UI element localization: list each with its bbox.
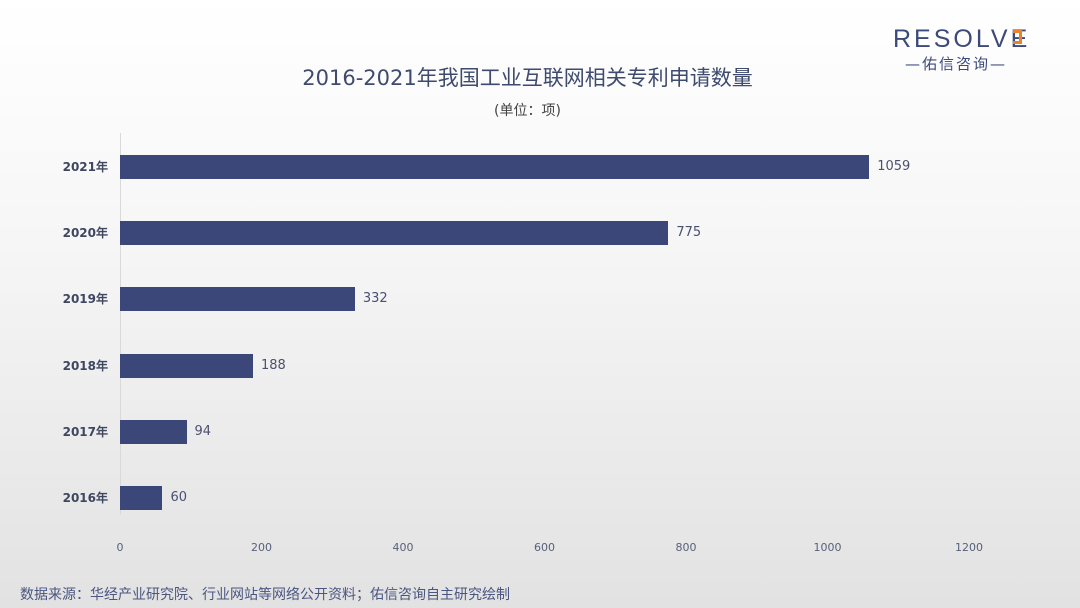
bar (120, 287, 355, 312)
x-tick-label: 200 (251, 541, 272, 554)
data-source-note: 数据来源：华经产业研究院、行业网站等网络公开资料；佑信咨询自主研究绘制 (20, 587, 510, 603)
category-label: 2021年 (62, 160, 108, 174)
data-label: 94 (194, 423, 212, 439)
data-label: 1059 (877, 159, 911, 174)
x-tick-label: 800 (675, 541, 697, 554)
bar (120, 155, 870, 179)
bar (120, 221, 669, 246)
data-label: 775 (676, 225, 702, 241)
bar (120, 353, 253, 378)
category-label: 2018年 (62, 358, 108, 373)
y-axis-line (120, 133, 121, 515)
x-tick-label: 0 (116, 541, 124, 554)
data-label: 188 (261, 357, 286, 373)
x-tick-label: 600 (534, 541, 555, 554)
category-label: 2016年 (62, 491, 108, 505)
logo-wordmark: RESOLVE (893, 25, 1031, 53)
chart-title: 2016-2021年我国工业互联网相关专利申请数量 (302, 66, 753, 90)
chart-unit: (单位：项) (494, 103, 561, 119)
data-label: 60 (170, 490, 187, 505)
logo-subtitle: —佑信咨询— (905, 55, 1008, 73)
resolve-logo: RESOLVE —佑信咨询— (893, 26, 1033, 74)
speech-bubble-icon (1013, 30, 1022, 44)
x-tick-label: 400 (392, 541, 414, 554)
category-label: 2019年 (62, 292, 108, 307)
x-tick-label: 1000 (813, 541, 842, 554)
category-label: 2017年 (62, 424, 108, 439)
data-label: 332 (362, 291, 388, 307)
bar (120, 419, 187, 444)
category-label: 2020年 (62, 226, 108, 241)
bar (120, 486, 163, 510)
x-tick-label: 1200 (955, 541, 983, 554)
